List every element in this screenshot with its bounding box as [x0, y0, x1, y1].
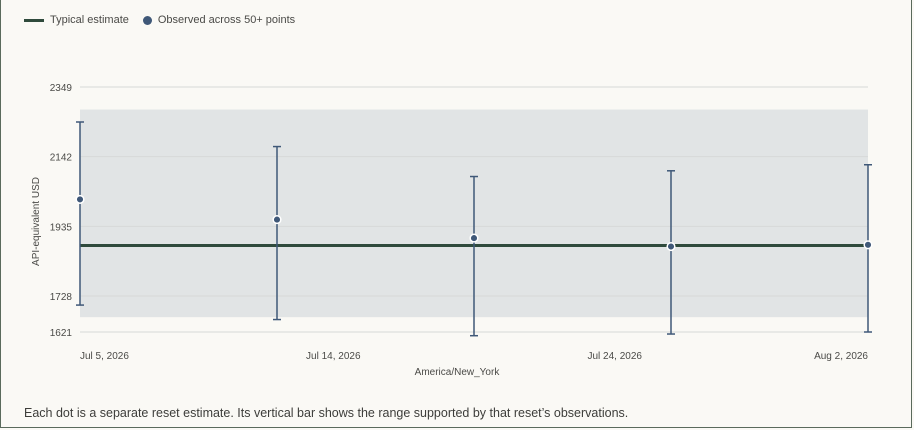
reset-estimate-point-group	[75, 121, 85, 306]
legend-label-typical: Typical estimate	[50, 14, 129, 26]
y-tick-label: 1728	[50, 292, 73, 303]
x-tick-label: Jul 14, 2026	[306, 351, 361, 362]
y-tick-label: 2142	[50, 153, 73, 164]
y-tick-label: 1621	[50, 328, 73, 339]
reset-estimate-point-group	[666, 170, 676, 335]
reset-estimate-point	[272, 215, 282, 225]
reset-estimate-point	[666, 241, 676, 252]
x-tick-label: Jul 5, 2026	[80, 351, 129, 362]
x-axis-label: America/New_York	[415, 367, 501, 378]
y-tick-label: 2349	[50, 83, 73, 94]
x-tick-label: Jul 24, 2026	[587, 351, 642, 362]
reset-estimate-point	[863, 240, 873, 250]
legend-line-swatch	[24, 18, 44, 22]
reset-estimate-point	[75, 194, 85, 204]
legend-item-typical: Typical estimate	[24, 14, 129, 26]
chart-plot: 1621 1728 1935 2142 2349 Jul 5, 2026 Jul 14, 2…	[31, 83, 873, 378]
legend-label-observed: Observed across 50+ points	[157, 14, 296, 26]
y-axis-label: API-equivalent USD	[31, 177, 42, 266]
reset-estimate-point-group	[863, 163, 873, 333]
reset-estimate-point	[469, 233, 479, 243]
y-tick-label: 1935	[50, 222, 73, 233]
reset-estimate-point-group	[469, 175, 479, 337]
chart-caption: Each dot is a separate reset estimate. I…	[24, 406, 629, 420]
legend-item-observed: Observed across 50+ points	[142, 14, 296, 26]
legend-dot-swatch	[142, 15, 152, 25]
legend: Typical estimate Observed across 50+ poi…	[24, 14, 295, 26]
reset-estimate-point-group	[272, 145, 282, 321]
x-tick-label: Aug 2, 2026	[814, 351, 868, 362]
